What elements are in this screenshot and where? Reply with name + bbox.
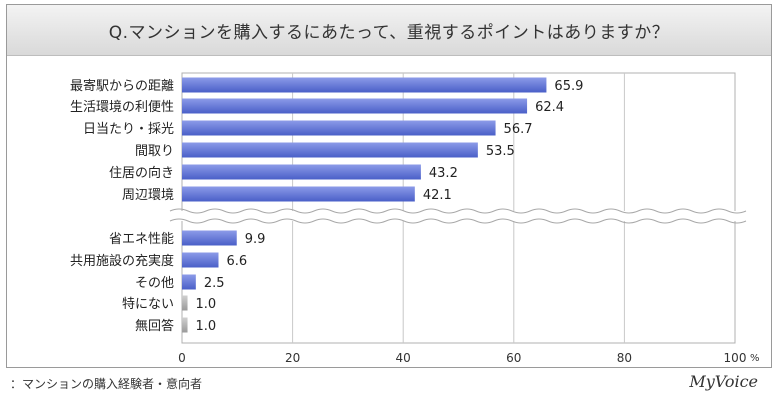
- chart-title: Q.マンションを購入するにあたって、重視するポイントはありますか？: [108, 22, 670, 43]
- grid-lines: [181, 72, 736, 344]
- value-label: 1.0: [196, 319, 217, 334]
- value-label: 56.7: [504, 122, 533, 137]
- axis-break: [169, 208, 750, 224]
- value-label: 9.9: [245, 232, 266, 247]
- bar: [182, 274, 196, 290]
- value-label: 2.5: [204, 276, 225, 291]
- category-label: 住居の向き: [109, 165, 174, 181]
- bar: [182, 120, 496, 136]
- category-label: 生活環境の利便性: [70, 100, 174, 115]
- x-tick-label: 100: [724, 351, 747, 365]
- bar: [182, 98, 528, 114]
- category-label: 共用施設の充実度: [70, 253, 174, 269]
- bars: [182, 77, 547, 333]
- value-label: 53.5: [486, 144, 515, 159]
- x-tick-label: 80: [617, 351, 632, 365]
- category-label: 間取り: [135, 144, 174, 159]
- axis-break-band: [170, 211, 750, 221]
- category-label: 周辺環境: [122, 188, 174, 203]
- bar: [182, 317, 188, 333]
- bar: [182, 77, 547, 93]
- value-label: 62.4: [535, 100, 564, 115]
- value-label: 1.0: [196, 297, 217, 312]
- bar: [182, 252, 219, 268]
- category-label: 省エネ性能: [109, 232, 174, 247]
- axis-break-line: [169, 218, 747, 224]
- footer-note: ：マンションの購入経験者・意向者: [10, 377, 203, 391]
- category-label: 日当たり・採光: [83, 122, 174, 137]
- value-label: 6.6: [226, 254, 247, 269]
- bar: [182, 164, 421, 180]
- x-tick-label: 20: [285, 351, 300, 365]
- category-label: 特にない: [122, 297, 174, 312]
- chart-frame: Q.マンションを購入するにあたって、重視するポイントはありますか？: [6, 4, 772, 368]
- category-label: 無回答: [135, 318, 174, 334]
- x-tick-label: 60: [506, 351, 521, 365]
- category-label: 最寄駅からの距離: [70, 78, 174, 94]
- value-label: 65.9: [554, 79, 583, 94]
- x-tick-label: 0: [178, 351, 186, 365]
- bar: [182, 186, 415, 202]
- plot-area: [181, 72, 736, 344]
- value-label: 43.2: [429, 166, 458, 181]
- x-unit-label: %: [750, 353, 760, 364]
- bar: [182, 295, 188, 311]
- bar: [182, 142, 478, 158]
- value-labels: 65.9 62.456.7 53.5 43.2 42.1 9.9 6.62.5 1.0 1.0: [196, 79, 584, 334]
- brand-logo: MyVoice: [689, 372, 758, 391]
- value-label: 42.1: [423, 188, 452, 203]
- bar: [182, 230, 237, 246]
- category-labels: 最寄駅からの距離生活環境の利便性日当たり・採光間取り住居の向き周辺環境省エネ性能…: [70, 78, 174, 334]
- x-axis-ticks: 0 20 40 60 80 100%: [178, 351, 759, 365]
- title-bar: Q.マンションを購入するにあたって、重視するポイントはありますか？: [7, 5, 771, 56]
- x-tick-label: 40: [396, 351, 411, 365]
- axis-break-line: [169, 208, 747, 214]
- category-label: その他: [135, 276, 174, 291]
